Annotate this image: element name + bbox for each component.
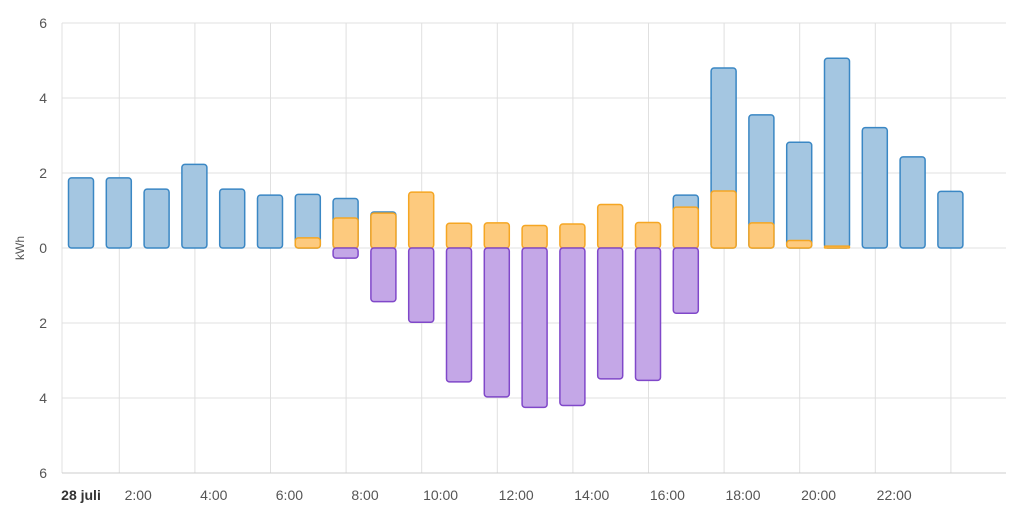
blue-bar bbox=[143, 188, 170, 249]
x-tick-label: 2:00 bbox=[125, 487, 152, 503]
orange-bar bbox=[521, 224, 548, 249]
purple-bar bbox=[332, 247, 359, 259]
x-tick-label: 14:00 bbox=[574, 487, 609, 503]
purple-bar bbox=[521, 247, 548, 409]
orange-bar bbox=[672, 206, 700, 249]
y-tick-label: 4 bbox=[39, 90, 47, 106]
orange-bar bbox=[823, 245, 851, 249]
orange-bar bbox=[445, 222, 473, 249]
purple-bar bbox=[445, 247, 473, 383]
orange-bar bbox=[483, 222, 511, 249]
purple-bar bbox=[407, 247, 435, 323]
blue-bar bbox=[105, 177, 133, 249]
purple-bar bbox=[483, 247, 511, 398]
blue-bar bbox=[785, 141, 813, 249]
y-axis-label: kWh bbox=[13, 236, 27, 260]
y-tick-label: 6 bbox=[39, 465, 47, 481]
purple-bar bbox=[596, 247, 624, 380]
blue-bar bbox=[181, 163, 208, 249]
x-tick-label: 22:00 bbox=[877, 487, 912, 503]
x-tick-label: 20:00 bbox=[801, 487, 836, 503]
orange-bar bbox=[710, 190, 737, 249]
orange-bar bbox=[407, 191, 435, 249]
orange-bar bbox=[332, 217, 359, 249]
blue-bar bbox=[937, 190, 964, 249]
x-tick-label: 12:00 bbox=[499, 487, 534, 503]
x-tick-label: 10:00 bbox=[423, 487, 458, 503]
purple-bar bbox=[672, 247, 700, 314]
y-tick-label: 4 bbox=[39, 390, 47, 406]
y-tick-label: 2 bbox=[39, 165, 47, 181]
x-tick-label: 6:00 bbox=[276, 487, 303, 503]
y-tick-label: 0 bbox=[39, 240, 47, 256]
blue-bar bbox=[823, 57, 851, 249]
blue-bar bbox=[899, 156, 926, 249]
blue-bar bbox=[218, 188, 246, 249]
purple-bar bbox=[370, 247, 397, 303]
x-tick-label: 28 juli bbox=[61, 487, 101, 503]
orange-bar bbox=[294, 237, 322, 249]
purple-bar bbox=[559, 247, 586, 407]
x-tick-label: 16:00 bbox=[650, 487, 685, 503]
orange-bar bbox=[559, 223, 586, 249]
orange-bar bbox=[785, 239, 813, 249]
y-tick-label: 6 bbox=[39, 15, 47, 31]
orange-bar bbox=[596, 203, 624, 249]
x-tick-label: 4:00 bbox=[200, 487, 227, 503]
purple-bar bbox=[634, 247, 662, 382]
blue-bar bbox=[256, 194, 284, 249]
orange-bar bbox=[748, 222, 775, 249]
orange-bar bbox=[634, 221, 662, 249]
blue-bar bbox=[67, 177, 95, 249]
y-tick-label: 2 bbox=[39, 315, 47, 331]
x-tick-label: 8:00 bbox=[351, 487, 378, 503]
bars bbox=[67, 57, 964, 409]
x-tick-label: 18:00 bbox=[725, 487, 760, 503]
axes: 6 4 2 0 2 4 6 28 juli 2:00 4:00 6:00 8:00 10:00 12:00… bbox=[39, 15, 1006, 503]
blue-bar bbox=[861, 126, 889, 249]
orange-bar bbox=[370, 212, 397, 249]
